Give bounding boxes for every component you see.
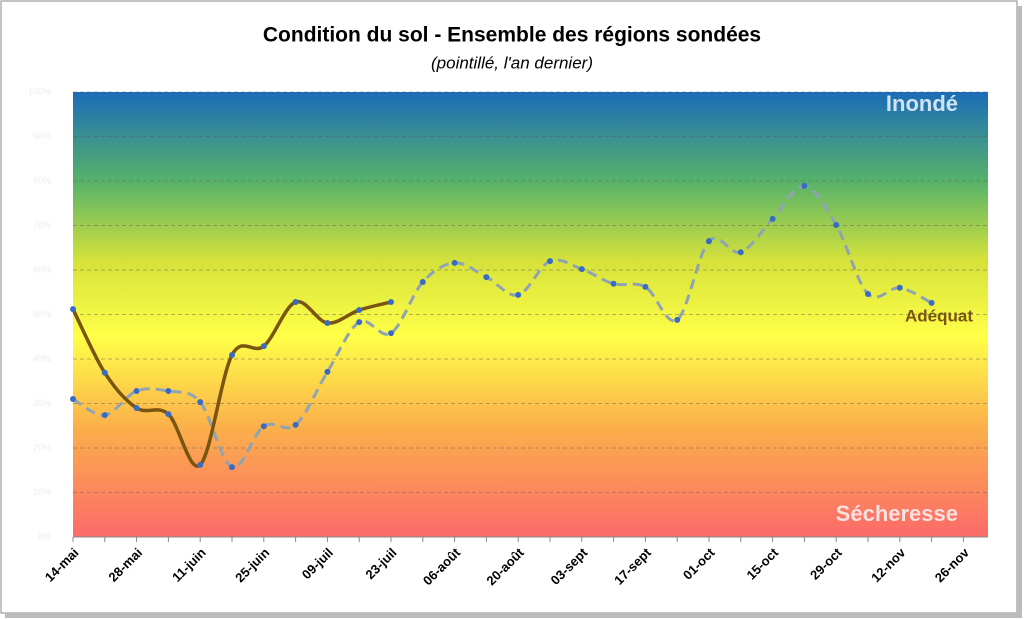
point <box>865 291 871 298</box>
point <box>133 404 140 411</box>
point <box>324 368 331 375</box>
y-tick-label: 50% <box>33 309 51 319</box>
point <box>801 182 808 189</box>
point <box>356 319 363 326</box>
point <box>483 274 490 281</box>
y-tick-label: 10% <box>33 487 51 497</box>
point <box>292 299 299 306</box>
point <box>419 279 426 286</box>
point <box>642 283 649 290</box>
shadow <box>1017 6 1022 618</box>
point <box>896 284 903 291</box>
point <box>101 412 108 419</box>
point <box>547 258 553 265</box>
point <box>229 351 235 358</box>
y-tick-label: 90% <box>33 131 51 141</box>
point <box>451 259 458 266</box>
series-line <box>71 300 392 468</box>
point <box>388 299 394 306</box>
point <box>737 249 744 256</box>
point <box>578 266 585 273</box>
point <box>101 369 108 376</box>
point <box>324 319 331 326</box>
y-tick-label: 30% <box>33 398 51 408</box>
point <box>515 291 522 298</box>
point <box>928 299 935 306</box>
point <box>260 423 267 430</box>
point <box>388 330 394 337</box>
point <box>70 396 76 403</box>
y-tick-label: 20% <box>33 442 51 452</box>
y-tick-label: 0% <box>38 531 51 541</box>
point <box>197 399 204 406</box>
point <box>610 280 617 287</box>
plot-area <box>73 92 988 537</box>
point <box>197 461 204 468</box>
annotation: Adéquat <box>905 306 973 325</box>
shadow <box>5 613 1019 618</box>
point <box>833 222 840 229</box>
chart-subtitle: (pointillé, l'an dernier) <box>431 53 593 72</box>
annotation: Sécheresse <box>836 501 958 526</box>
point <box>165 388 172 395</box>
point <box>260 343 267 350</box>
point <box>133 388 140 395</box>
annotation: Inondé <box>886 91 958 116</box>
y-tick-label: 70% <box>33 220 51 230</box>
point <box>706 238 712 245</box>
y-tick-label: 100% <box>28 86 51 96</box>
point <box>674 316 681 323</box>
point <box>769 215 776 222</box>
point <box>356 307 363 314</box>
y-tick-label: 40% <box>33 353 51 363</box>
chart-title: Condition du sol - Ensemble des régions … <box>263 24 761 47</box>
point <box>292 421 299 428</box>
point <box>229 464 235 471</box>
series-line <box>72 184 933 469</box>
y-tick-label: 80% <box>33 175 51 185</box>
point <box>70 306 76 313</box>
y-tick-label: 60% <box>33 264 51 274</box>
point <box>165 411 172 418</box>
